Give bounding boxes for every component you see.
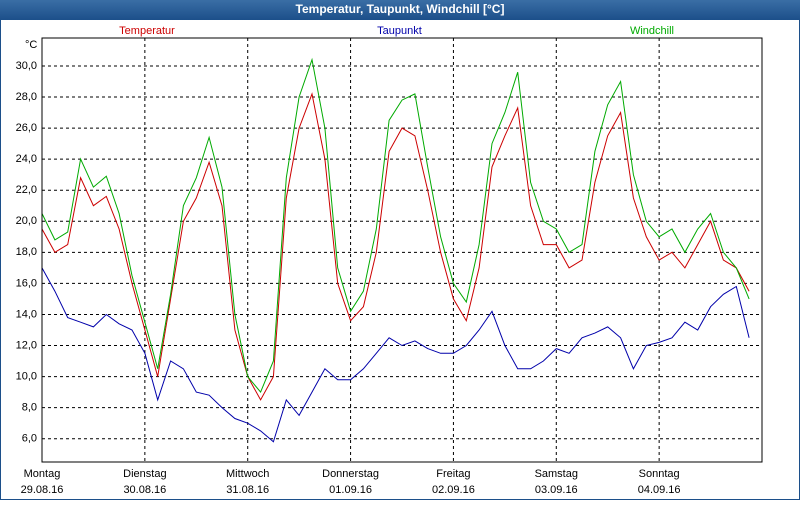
y-tick-label: 22,0 bbox=[16, 184, 37, 196]
y-tick-label: 26,0 bbox=[16, 122, 37, 134]
x-tick-date: 02.09.16 bbox=[432, 484, 475, 496]
x-tick-date: 31.08.16 bbox=[226, 484, 269, 496]
x-tick-label: Mittwoch bbox=[226, 468, 269, 480]
plot-border bbox=[41, 37, 763, 463]
series-line bbox=[41, 267, 750, 443]
series-line bbox=[41, 92, 750, 401]
legend-label: Windchill bbox=[630, 25, 674, 37]
y-tick-label: 28,0 bbox=[16, 91, 37, 103]
x-tick-label: Freitag bbox=[436, 468, 470, 480]
series-lines bbox=[41, 57, 750, 443]
y-tick-label: 16,0 bbox=[16, 277, 37, 289]
x-tick-date: 29.08.16 bbox=[21, 484, 64, 496]
y-axis-label: °C bbox=[25, 39, 37, 51]
x-tick-date: 04.09.16 bbox=[638, 484, 681, 496]
x-tick-date: 30.08.16 bbox=[123, 484, 166, 496]
legend-label: Taupunkt bbox=[377, 25, 422, 37]
legend-label: Temperatur bbox=[119, 25, 175, 37]
y-tick-label: 10,0 bbox=[16, 370, 37, 382]
x-tick-label: Dienstag bbox=[123, 468, 166, 480]
y-tick-label: 6,0 bbox=[22, 433, 37, 445]
y-tick-label: 18,0 bbox=[16, 246, 37, 258]
x-tick-date: 03.09.16 bbox=[535, 484, 578, 496]
y-tick-label: 20,0 bbox=[16, 215, 37, 227]
y-tick-label: 24,0 bbox=[16, 153, 37, 165]
series-line bbox=[41, 57, 750, 394]
y-tick-label: 12,0 bbox=[16, 339, 37, 351]
chart-title: Temperatur, Taupunkt, Windchill [°C] bbox=[296, 2, 505, 16]
y-tick-label: 14,0 bbox=[16, 308, 37, 320]
x-tick-label: Donnerstag bbox=[322, 468, 379, 480]
x-tick-label: Sonntag bbox=[639, 468, 680, 480]
title-bar bbox=[0, 0, 800, 20]
x-tick-label: Montag bbox=[24, 468, 61, 480]
x-tick-date: 01.09.16 bbox=[329, 484, 372, 496]
y-tick-label: 8,0 bbox=[22, 402, 37, 414]
x-tick-label: Samstag bbox=[535, 468, 578, 480]
y-tick-label: 30,0 bbox=[16, 60, 37, 72]
